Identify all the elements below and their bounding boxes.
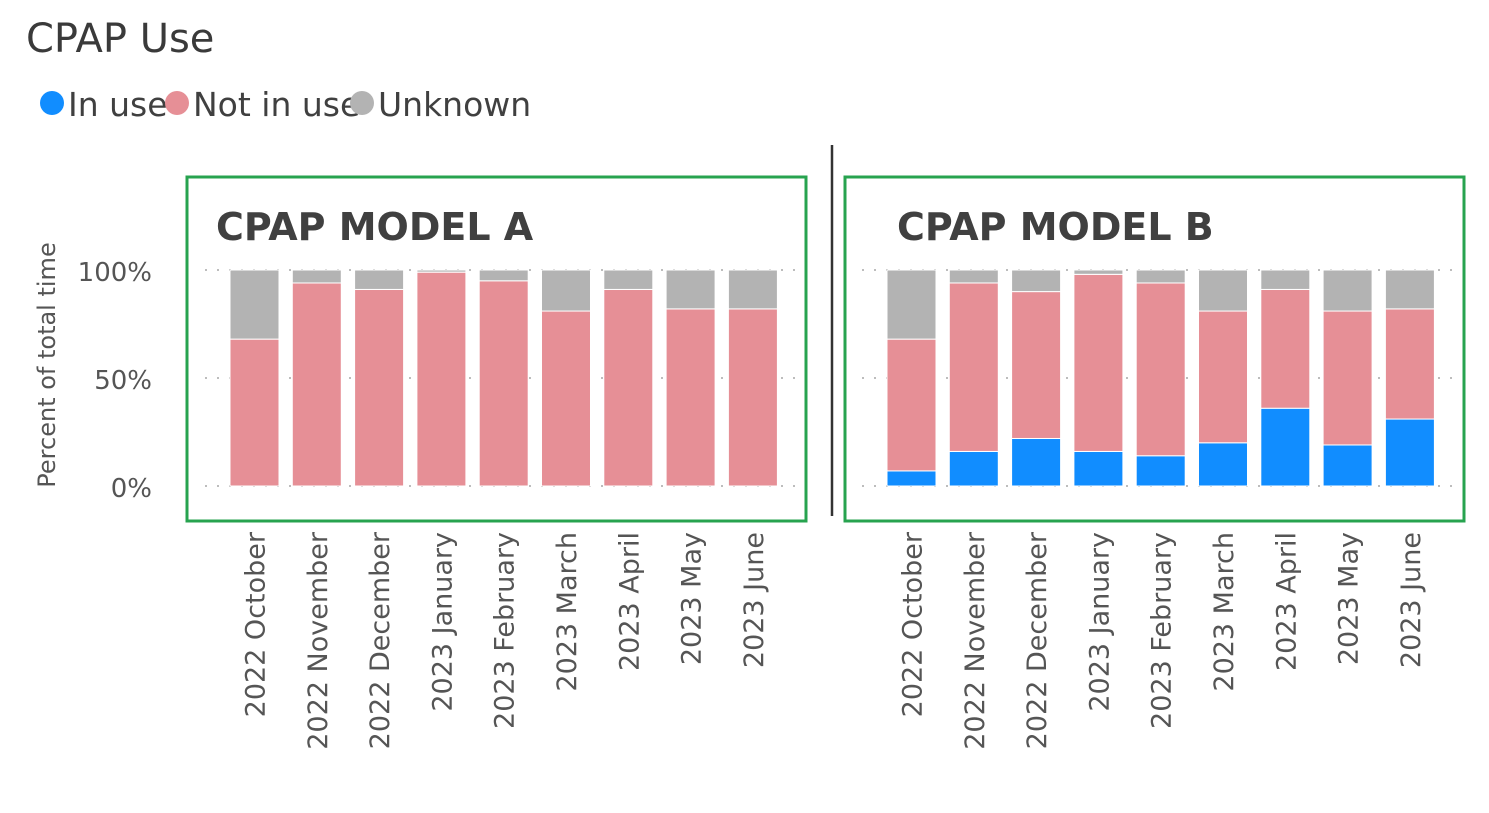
x-tick-b-4: 2023 February [1147,532,1178,729]
bar-a-unknown-5[interactable] [541,269,591,312]
panel-model-b: CPAP MODEL B [843,175,1466,523]
x-tick-a-6: 2023 April [614,532,645,671]
bar-a-unknown-0[interactable] [229,269,280,340]
x-tick-b-7: 2023 May [1334,532,1365,665]
legend-in-use-marker [40,91,64,115]
bar-a-unknown-4[interactable] [478,269,529,282]
bar-b-unknown-6[interactable] [1260,269,1311,290]
bar-b-in-use-3[interactable] [1073,450,1124,487]
bar-b-not-in-use-1[interactable] [948,282,999,452]
bar-a-not-in-use-1[interactable] [291,282,342,487]
legend-not-in-use-label: Not in use [193,85,360,124]
x-tick-a-3: 2023 January [427,532,458,712]
x-tick-b-0: 2022 October [898,531,929,717]
bar-b-not-in-use-6[interactable] [1260,288,1311,409]
legend-item-in-use[interactable]: In use [40,85,168,124]
x-tick-a-0: 2022 October [241,531,272,717]
y-tick-50: 50% [94,366,152,396]
legend-item-unknown[interactable]: Unknown [350,85,531,124]
x-tick-a-4: 2023 February [490,532,521,729]
bar-b-unknown-5[interactable] [1198,269,1248,312]
x-tick-b-1: 2022 November [960,531,991,750]
x-tick-b-2: 2022 December [1022,531,1053,749]
bar-a-not-in-use-6[interactable] [603,288,654,487]
bar-a-unknown-7[interactable] [665,269,716,310]
bar-b-not-in-use-5[interactable] [1198,310,1248,444]
bar-b-in-use-7[interactable] [1322,444,1373,487]
bar-b-not-in-use-2[interactable] [1011,291,1062,439]
panel-b-title: CPAP MODEL B [897,205,1214,249]
x-tick-a-5: 2023 March [552,532,583,692]
panel-a-title: CPAP MODEL A [216,205,534,249]
chart-title: CPAP Use [26,16,214,62]
bar-a-unknown-3[interactable] [416,269,467,273]
bar-b-unknown-1[interactable] [948,269,999,284]
bar-b-unknown-2[interactable] [1011,269,1062,293]
bar-b-in-use-6[interactable] [1260,407,1311,487]
panel-b-frame [843,175,1466,523]
y-tick-100: 100% [78,258,152,288]
bar-a-unknown-6[interactable] [603,269,654,290]
y-tick-0: 0% [111,474,152,504]
bar-b-not-in-use-7[interactable] [1322,310,1373,446]
legend-in-use-label: In use [68,85,168,124]
bar-a-not-in-use-4[interactable] [478,280,529,487]
bar-b-not-in-use-3[interactable] [1073,273,1124,452]
x-tick-a-1: 2022 November [303,531,334,750]
x-tick-a-7: 2023 May [677,532,708,665]
bar-b-in-use-8[interactable] [1384,418,1435,487]
bar-b-in-use-0[interactable] [886,470,937,487]
bar-a-not-in-use-7[interactable] [665,308,716,487]
bar-a-not-in-use-0[interactable] [229,338,280,487]
panel-a-frame [185,175,808,523]
bar-b-not-in-use-0[interactable] [886,338,937,472]
legend: In use Not in use Unknown [40,85,531,124]
bar-b-unknown-3[interactable] [1073,269,1124,275]
bar-a-unknown-1[interactable] [291,269,342,284]
x-tick-a-8: 2023 June [739,532,770,668]
bar-a-unknown-8[interactable] [727,269,778,310]
legend-unknown-marker [350,91,374,115]
x-tick-b-3: 2023 January [1084,532,1115,712]
legend-unknown-label: Unknown [378,85,531,124]
bar-a-not-in-use-3[interactable] [416,271,467,487]
legend-item-not-in-use[interactable]: Not in use [165,85,360,124]
legend-not-in-use-marker [165,91,189,115]
bar-b-not-in-use-4[interactable] [1135,282,1186,457]
x-tick-b-5: 2023 March [1209,532,1240,692]
bar-b-in-use-1[interactable] [948,450,999,487]
panel-model-a: CPAP MODEL A [185,175,808,523]
y-axis-label: Percent of total time [33,242,61,487]
bar-b-unknown-7[interactable] [1322,269,1373,312]
bar-a-unknown-2[interactable] [354,269,405,290]
bar-b-unknown-4[interactable] [1135,269,1186,284]
x-tick-a-2: 2022 December [365,531,396,749]
bar-a-not-in-use-5[interactable] [541,310,591,487]
x-tick-b-6: 2023 April [1271,532,1302,671]
bar-b-unknown-0[interactable] [886,269,937,340]
bar-b-in-use-2[interactable] [1011,437,1062,487]
x-tick-b-8: 2023 June [1396,532,1427,668]
bar-a-not-in-use-8[interactable] [727,308,778,487]
bar-b-in-use-4[interactable] [1135,455,1186,487]
bar-b-not-in-use-8[interactable] [1384,308,1435,420]
bar-b-unknown-8[interactable] [1384,269,1435,310]
bar-b-in-use-5[interactable] [1198,442,1248,487]
bar-a-not-in-use-2[interactable] [354,288,405,487]
